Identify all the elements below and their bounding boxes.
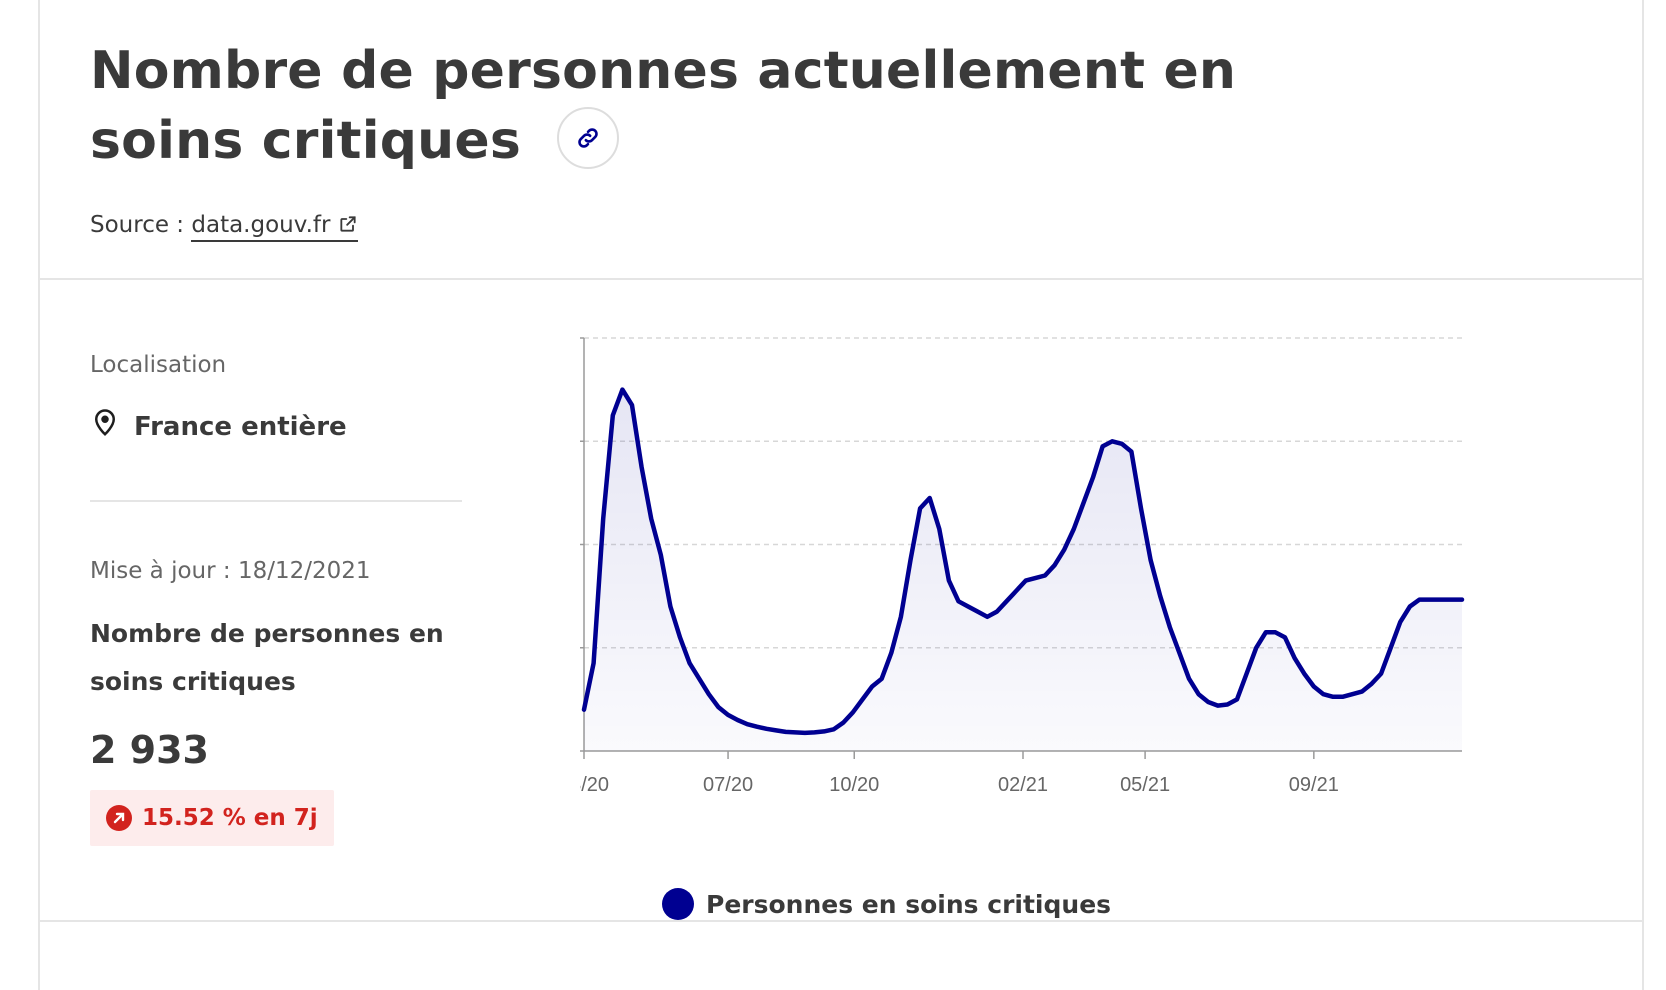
metric-value: 2 933 — [90, 728, 209, 772]
location-selector[interactable]: France entière — [90, 404, 347, 442]
source-link[interactable]: data.gouv.fr — [191, 212, 359, 242]
header-divider — [40, 278, 1642, 280]
legend-swatch — [662, 888, 694, 920]
x-tick-label: 03/20 — [580, 774, 609, 796]
update-date: Mise à jour : 18/12/2021 — [90, 558, 371, 584]
copy-link-button[interactable] — [557, 107, 620, 169]
arrow-up-right-icon — [106, 805, 132, 831]
legend-label: Personnes en soins critiques — [706, 889, 1112, 919]
x-tick-label: 09/21 — [1289, 774, 1339, 796]
series-area — [584, 389, 1462, 751]
x-tick-label: 02/21 — [998, 774, 1048, 796]
source-line: Source : data.gouv.fr — [90, 212, 359, 242]
location-label: Localisation — [90, 352, 227, 378]
chart-card: Nombre de personnes actuellement en soin… — [38, 0, 1644, 990]
x-tick-label: 05/21 — [1120, 774, 1170, 796]
external-link-icon — [340, 216, 357, 232]
x-tick-label: 10/20 — [829, 774, 879, 796]
left-divider — [90, 500, 462, 502]
x-tick-label: 07/20 — [703, 774, 753, 796]
source-label: Source : — [90, 212, 185, 238]
source-link-text: data.gouv.fr — [191, 212, 331, 238]
chart-legend: Personnes en soins critiques — [662, 888, 1111, 920]
metric-label: Nombre de personnes en soins critiques — [90, 619, 444, 696]
link-icon — [578, 128, 599, 148]
location-value: France entière — [134, 412, 347, 442]
page-title: Nombre de personnes actuellement en soin… — [90, 36, 1370, 176]
footer-divider — [40, 920, 1642, 922]
change-text: 15.52 % en 7j — [142, 805, 318, 831]
series-line — [581, 387, 1465, 736]
title-text: Nombre de personnes actuellement en soin… — [90, 41, 1237, 171]
change-badge: 15.52 % en 7j — [90, 790, 334, 846]
location-pin-icon — [94, 409, 116, 436]
